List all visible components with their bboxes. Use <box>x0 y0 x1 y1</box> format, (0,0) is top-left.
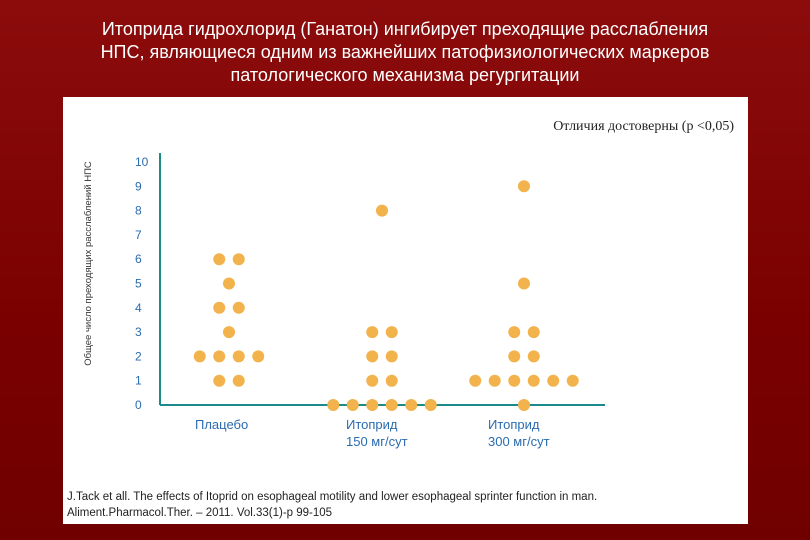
chart-panel: Общее число преходящих расслаблений НПС 0… <box>63 97 748 524</box>
slide-title-line-1: Итоприда гидрохлорид (Ганатон) ингибируе… <box>101 19 709 39</box>
data-point-series-1-value-3-0 <box>366 326 379 339</box>
data-point-series-0-value-4-0 <box>213 301 226 314</box>
data-point-series-0-value-2-0 <box>193 350 206 363</box>
y-tick-label-9: 9 <box>135 179 142 193</box>
y-axis-label: Общее число преходящих расслаблений НПС <box>83 161 94 366</box>
data-point-series-0-value-1-0 <box>213 374 226 387</box>
x-category-label-2-line-1: 300 мг/сут <box>488 434 550 449</box>
data-point-series-2-value-2-0 <box>508 350 521 363</box>
y-tick-label-5: 5 <box>135 277 142 291</box>
data-point-series-1-value-8-0 <box>376 204 388 217</box>
data-point-series-2-value-0-0 <box>518 399 530 411</box>
y-tick-label-10: 10 <box>135 155 149 169</box>
data-point-series-2-value-3-0 <box>508 326 521 339</box>
x-category-label-0-line-0: Плацебо <box>195 417 248 432</box>
citation-line-1: J.Tack et all. The effects of Itoprid on… <box>67 491 598 503</box>
data-point-series-0-value-2-1 <box>213 350 226 363</box>
data-point-series-0-value-1-1 <box>232 374 245 387</box>
data-point-series-0-value-5-0 <box>223 277 235 290</box>
data-point-series-1-value-0-5 <box>424 399 437 411</box>
slide-title: Итоприда гидрохлорид (Ганатон) ингибируе… <box>20 18 790 87</box>
dot-plot-chart: Общее число преходящих расслаблений НПС 0… <box>83 153 605 449</box>
y-tick-label-6: 6 <box>135 252 142 266</box>
data-point-series-1-value-2-1 <box>385 350 398 363</box>
y-tick-label-2: 2 <box>135 349 142 363</box>
data-point-series-1-value-1-1 <box>385 374 398 387</box>
x-category-label-1-line-0: Итоприд <box>346 417 398 432</box>
x-category-label-2-line-0: Итоприд <box>488 417 540 432</box>
significance-annotation: Отличия достоверны (р <0,05) <box>553 119 734 134</box>
y-tick-label-8: 8 <box>135 204 142 218</box>
data-point-series-0-value-6-0 <box>213 253 226 266</box>
data-point-series-1-value-1-0 <box>366 374 379 387</box>
data-point-series-2-value-2-1 <box>527 350 540 363</box>
data-point-series-0-value-6-1 <box>232 253 245 266</box>
data-point-series-2-value-3-1 <box>527 326 540 339</box>
data-point-series-2-value-1-3 <box>527 374 540 387</box>
data-point-series-2-value-9-0 <box>518 180 530 193</box>
data-point-series-1-value-0-4 <box>405 399 418 411</box>
data-point-series-1-value-2-0 <box>366 350 379 363</box>
data-point-series-0-value-3-0 <box>223 326 235 339</box>
y-tick-label-3: 3 <box>135 325 142 339</box>
data-point-series-1-value-3-1 <box>385 326 398 339</box>
data-point-series-2-value-1-0 <box>469 374 482 387</box>
data-point-series-2-value-1-1 <box>488 374 501 387</box>
citation-line-2: Aliment.Pharmacol.Ther. – 2011. Vol.33(1… <box>67 507 333 519</box>
y-tick-label-0: 0 <box>135 398 142 412</box>
y-tick-label-1: 1 <box>135 374 142 388</box>
slide-title-line-2: НПС, являющиеся одним из важнейших патоф… <box>100 42 710 62</box>
data-point-series-1-value-0-3 <box>385 399 398 411</box>
y-tick-label-4: 4 <box>135 301 142 315</box>
citation: J.Tack et all. The effects of Itoprid on… <box>67 489 742 521</box>
data-point-series-0-value-2-3 <box>252 350 265 363</box>
data-point-series-2-value-1-5 <box>566 374 579 387</box>
data-point-series-2-value-5-0 <box>518 277 530 290</box>
data-point-series-2-value-1-2 <box>508 374 521 387</box>
data-point-series-1-value-0-0 <box>327 399 340 411</box>
slide-title-line-3: патологического механизма регургитации <box>230 65 580 85</box>
data-point-series-1-value-0-1 <box>346 399 359 411</box>
data-point-series-0-value-4-1 <box>232 301 245 314</box>
y-tick-label-7: 7 <box>135 228 142 242</box>
data-point-series-2-value-1-4 <box>547 374 560 387</box>
data-point-series-1-value-0-2 <box>366 399 379 411</box>
data-point-series-0-value-2-2 <box>232 350 245 363</box>
x-category-label-1-line-1: 150 мг/сут <box>346 434 408 449</box>
